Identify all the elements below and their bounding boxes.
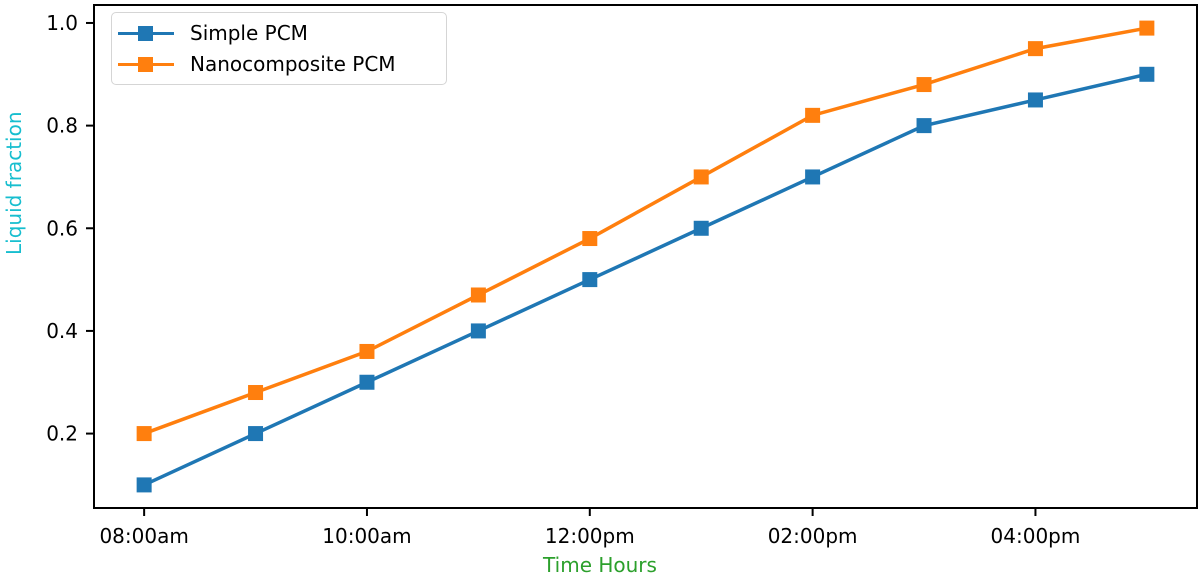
- axis-ticks: 08:00am 10:00am 12:00pm 02:00pm 04:00pm 0.2 0.…: [46, 11, 1080, 548]
- legend-label-nanocomposite-pcm: Nanocomposite PCM: [190, 52, 396, 76]
- y-tick-label: 0.6: [46, 216, 78, 240]
- legend-item-simple-pcm: Simple PCM: [118, 21, 436, 45]
- data-series: [136, 20, 1155, 493]
- data-point-marker-simple-pcm: [805, 169, 821, 185]
- data-point-marker-simple-pcm: [470, 323, 486, 339]
- y-tick-label: 0.2: [46, 422, 78, 446]
- data-point-marker-nanocomposite-pcm: [359, 343, 375, 359]
- legend-swatch-nanocomposite-pcm: [118, 56, 174, 73]
- legend-item-nanocomposite-pcm: Nanocomposite PCM: [118, 52, 436, 76]
- data-point-marker-simple-pcm: [582, 272, 598, 288]
- data-point-marker-nanocomposite-pcm: [248, 385, 264, 401]
- data-point-marker-simple-pcm: [693, 220, 709, 236]
- data-point-marker-nanocomposite-pcm: [136, 426, 152, 442]
- x-axis-label: Time Hours: [543, 553, 657, 577]
- x-tick-label: 02:00pm: [768, 524, 858, 548]
- x-tick-label: 10:00am: [322, 524, 411, 548]
- data-point-marker-nanocomposite-pcm: [1139, 20, 1155, 36]
- legend-square-marker-icon: [138, 25, 153, 41]
- series-line-simple-pcm: [143, 72, 1148, 487]
- data-point-marker-simple-pcm: [1139, 66, 1155, 82]
- plot-frame: [93, 4, 1198, 509]
- data-point-marker-nanocomposite-pcm: [470, 287, 486, 303]
- x-tick-label: 04:00pm: [991, 524, 1081, 548]
- data-point-marker-simple-pcm: [248, 426, 264, 442]
- data-point-marker-simple-pcm: [916, 118, 932, 134]
- legend-swatch-simple-pcm: [118, 25, 174, 42]
- data-point-marker-nanocomposite-pcm: [582, 231, 598, 247]
- y-axis-label: Liquid fraction: [2, 111, 26, 255]
- data-point-marker-simple-pcm: [136, 477, 152, 493]
- data-point-marker-simple-pcm: [1027, 92, 1043, 108]
- data-point-marker-simple-pcm: [359, 374, 375, 390]
- data-point-marker-nanocomposite-pcm: [693, 169, 709, 185]
- data-point-marker-nanocomposite-pcm: [1027, 41, 1043, 57]
- legend: Simple PCM Nanocomposite PCM: [111, 12, 447, 85]
- legend-square-marker-icon: [138, 56, 153, 72]
- x-tick-label: 08:00am: [99, 524, 188, 548]
- axes-spines: [93, 4, 1198, 509]
- legend-label-simple-pcm: Simple PCM: [190, 21, 308, 45]
- y-tick-label: 1.0: [46, 11, 78, 35]
- x-tick-label: 12:00pm: [545, 524, 635, 548]
- data-point-marker-nanocomposite-pcm: [805, 107, 821, 123]
- y-tick-label: 0.4: [46, 319, 78, 343]
- y-tick-label: 0.8: [46, 114, 78, 138]
- data-point-marker-nanocomposite-pcm: [916, 77, 932, 93]
- series-line-nanocomposite-pcm: [143, 26, 1148, 436]
